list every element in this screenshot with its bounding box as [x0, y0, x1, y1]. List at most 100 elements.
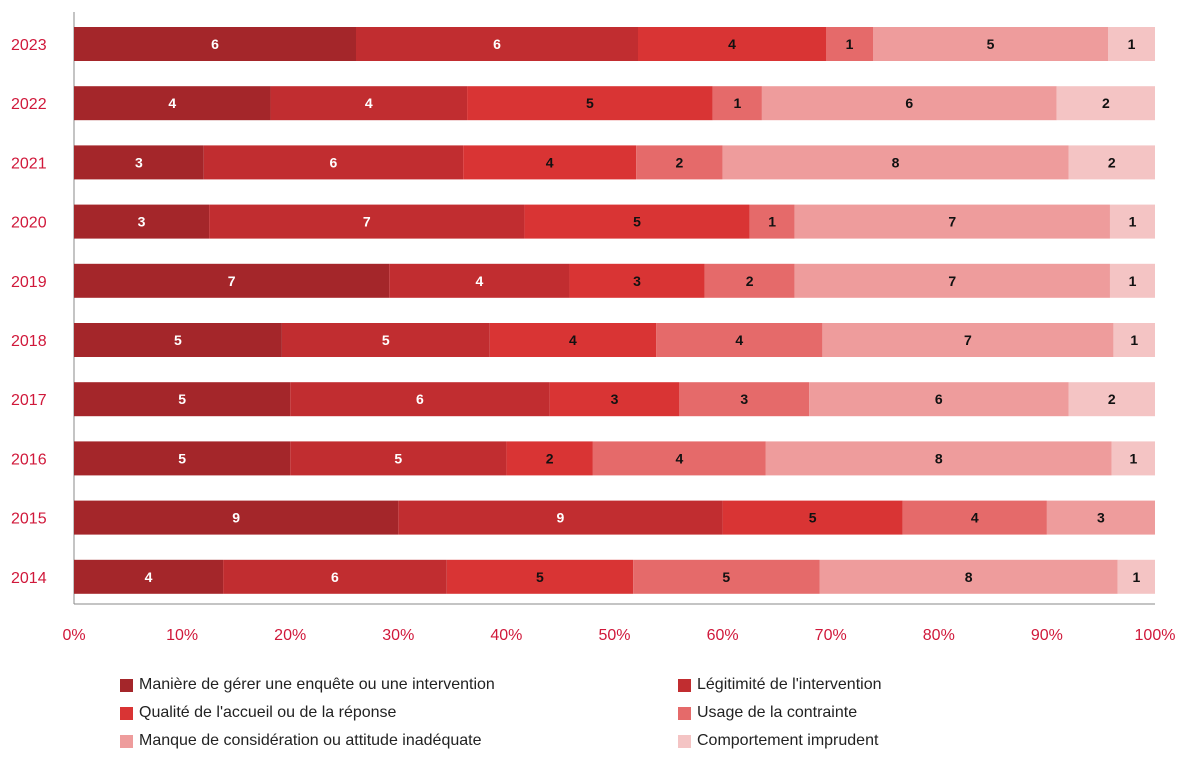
bar-segment — [463, 145, 637, 180]
data-label: 4 — [168, 95, 176, 111]
data-label: 5 — [178, 391, 186, 407]
legend-label: Comportement imprudent — [697, 732, 879, 749]
bar-segment — [1068, 382, 1155, 417]
bar-segment — [712, 86, 762, 121]
data-label: 6 — [331, 569, 339, 585]
bar-segment — [209, 204, 525, 239]
data-label: 4 — [735, 332, 743, 348]
legend-item: Légitimité de l'intervention — [678, 676, 882, 694]
bar-segment — [822, 323, 1114, 357]
legend-item: Qualité de l'accueil ou de la réponse — [120, 704, 396, 722]
data-label: 3 — [740, 391, 748, 407]
data-label: 7 — [964, 332, 972, 348]
bar-segment — [398, 500, 723, 535]
data-label: 1 — [1129, 450, 1137, 466]
y-tick-label: 2019 — [11, 274, 47, 291]
bar-segment — [569, 263, 705, 298]
bar-segment — [270, 86, 468, 121]
bar-segment — [74, 145, 204, 180]
data-label: 4 — [475, 273, 483, 289]
bar-segment — [1111, 441, 1155, 476]
data-label: 9 — [557, 510, 565, 526]
bar-segment — [223, 559, 447, 594]
y-tick-label: 2023 — [11, 37, 47, 54]
bar-segment — [722, 500, 903, 535]
data-label: 3 — [611, 391, 619, 407]
data-label: 4 — [569, 332, 577, 348]
data-label: 7 — [363, 214, 371, 230]
x-tick-label: 20% — [274, 627, 306, 644]
bar-segment — [592, 441, 766, 476]
data-label: 7 — [948, 273, 956, 289]
legend-label: Usage de la contrainte — [697, 704, 858, 721]
data-label: 6 — [935, 391, 943, 407]
data-label: 1 — [846, 36, 854, 52]
data-label: 4 — [546, 154, 554, 170]
bar-segment — [446, 559, 634, 594]
bar-segment — [765, 441, 1112, 476]
data-label: 5 — [394, 450, 402, 466]
y-tick-label: 2021 — [11, 155, 47, 172]
data-label: 4 — [728, 36, 736, 52]
bar-segment — [389, 263, 570, 298]
legend-swatch — [678, 734, 691, 748]
bar-segment — [524, 204, 750, 239]
legend-swatch — [120, 734, 133, 748]
x-tick-label: 40% — [490, 627, 522, 644]
y-tick-label: 2018 — [11, 333, 47, 350]
bar-segment — [794, 263, 1110, 298]
data-label: 1 — [1132, 569, 1140, 585]
bar-segment — [704, 263, 795, 298]
x-tick-label: 100% — [1135, 627, 1176, 644]
data-label: 4 — [145, 569, 153, 585]
bar-segment — [506, 441, 593, 476]
bar-segment — [74, 559, 224, 594]
data-label: 4 — [675, 450, 683, 466]
data-label: 5 — [174, 332, 182, 348]
data-label: 5 — [809, 510, 817, 526]
data-label: 4 — [365, 95, 373, 111]
data-label: 8 — [892, 154, 900, 170]
data-label: 6 — [416, 391, 424, 407]
data-label: 5 — [633, 214, 641, 230]
bar-segment — [809, 382, 1069, 417]
data-label: 1 — [768, 214, 776, 230]
data-label: 4 — [971, 510, 979, 526]
bar-segment — [74, 263, 390, 298]
data-label: 8 — [935, 450, 943, 466]
bar-segment — [656, 323, 823, 357]
data-label: 5 — [382, 332, 390, 348]
bar-segment — [74, 500, 399, 535]
bar-segment — [873, 27, 1108, 61]
data-label: 1 — [733, 95, 741, 111]
bar-segment — [902, 500, 1047, 535]
y-tick-label: 2020 — [11, 215, 47, 232]
data-label: 5 — [722, 569, 730, 585]
x-tick-label: 50% — [598, 627, 630, 644]
data-label: 3 — [138, 214, 146, 230]
legend-item: Manière de gérer une enquête ou une inte… — [120, 676, 495, 694]
bar-segment — [1046, 500, 1155, 535]
bar-segment — [749, 204, 795, 239]
data-label: 7 — [228, 273, 236, 289]
data-label: 7 — [948, 214, 956, 230]
legend-item: Usage de la contrainte — [678, 704, 857, 722]
x-tick-label: 0% — [62, 627, 85, 644]
data-label: 1 — [1130, 332, 1138, 348]
legend-label: Manque de considération ou attitude inad… — [139, 732, 482, 749]
bar-segment — [290, 441, 507, 476]
legend-label: Légitimité de l'intervention — [697, 676, 882, 693]
bar-segment — [633, 559, 820, 594]
legend-item: Comportement imprudent — [678, 732, 878, 750]
legend-swatch — [678, 678, 691, 692]
bar-segment — [74, 441, 291, 476]
bar-segment — [1109, 263, 1155, 298]
bar-segment — [761, 86, 1057, 121]
bar-segment — [636, 145, 723, 180]
y-tick-label: 2017 — [11, 392, 47, 409]
bar-segment — [826, 27, 873, 61]
data-label: 9 — [232, 510, 240, 526]
x-tick-label: 60% — [707, 627, 739, 644]
data-label: 2 — [1108, 154, 1116, 170]
